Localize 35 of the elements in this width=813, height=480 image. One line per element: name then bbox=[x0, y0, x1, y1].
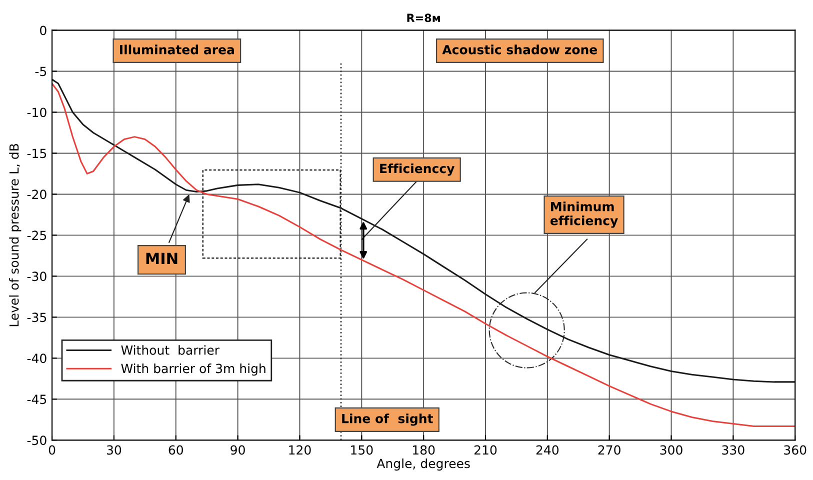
x-tick-label: 0 bbox=[48, 445, 56, 455]
y-tick-label: -40 bbox=[27, 354, 46, 364]
y-tick-label: -25 bbox=[27, 230, 46, 240]
y-tick-label: -50 bbox=[27, 436, 46, 446]
annotation: Illuminated area bbox=[120, 44, 234, 54]
legend-label: With barrier of 3m high bbox=[121, 364, 266, 376]
y-tick-label: -10 bbox=[27, 108, 46, 118]
annotation: Minimum efficiency bbox=[550, 202, 618, 228]
x-tick-label: 270 bbox=[598, 445, 620, 455]
x-tick-label: 210 bbox=[474, 445, 497, 455]
y-tick-label: -20 bbox=[27, 190, 46, 200]
x-tick-label: 120 bbox=[289, 445, 311, 455]
x-tick-label: 240 bbox=[536, 445, 559, 455]
x-axis-title: Angle, degrees bbox=[376, 458, 470, 471]
x-tick-label: 360 bbox=[784, 445, 806, 455]
y-tick-label: -5 bbox=[35, 66, 46, 76]
x-tick-label: 330 bbox=[722, 445, 744, 455]
x-tick-label: 180 bbox=[413, 445, 435, 455]
x-tick-label: 60 bbox=[168, 445, 183, 455]
x-tick-label: 150 bbox=[351, 445, 373, 455]
annotation: MIN bbox=[146, 252, 178, 264]
x-tick-label: 90 bbox=[230, 445, 245, 455]
ref-line-label: Line of sight bbox=[342, 414, 433, 426]
annotation: Efficienccy bbox=[380, 164, 454, 176]
chart-title: R=8м bbox=[407, 14, 440, 22]
y-tick-label: -45 bbox=[27, 394, 46, 404]
y-axis-title: Level of sound pressure L, dB bbox=[9, 144, 22, 326]
legend-label: Without barrier bbox=[121, 345, 220, 355]
x-tick-label: 300 bbox=[660, 445, 682, 455]
y-tick-label: -15 bbox=[27, 148, 46, 158]
annotation: Acoustic shadow zone bbox=[442, 44, 598, 54]
y-tick-label: -35 bbox=[27, 312, 46, 322]
y-tick-label: 0 bbox=[40, 26, 46, 36]
x-tick-label: 30 bbox=[106, 445, 122, 455]
y-tick-label: -30 bbox=[27, 272, 46, 282]
